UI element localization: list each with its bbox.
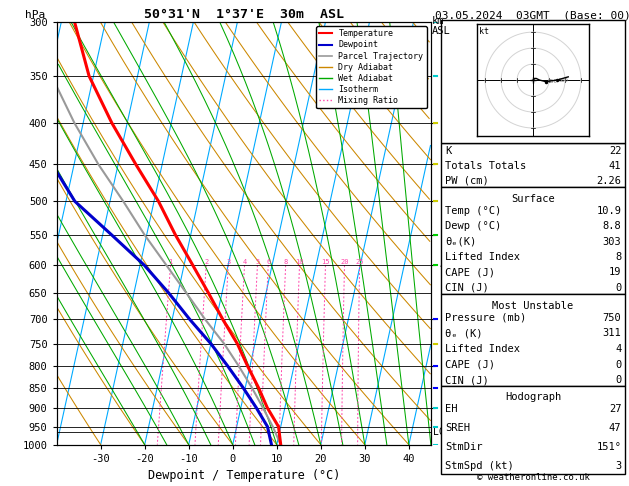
Text: 15: 15 — [321, 260, 330, 265]
Text: 303: 303 — [603, 237, 621, 246]
Text: θₑ (K): θₑ (K) — [445, 329, 482, 338]
Bar — [441, 20, 625, 143]
Text: 25: 25 — [355, 260, 364, 265]
Text: 22: 22 — [609, 146, 621, 156]
Text: Pressure (mb): Pressure (mb) — [445, 313, 526, 323]
Text: 3: 3 — [615, 461, 621, 471]
Bar — [441, 187, 625, 294]
Text: Most Unstable: Most Unstable — [493, 301, 574, 312]
Text: 8: 8 — [284, 260, 287, 265]
Text: 0: 0 — [615, 375, 621, 385]
Text: 19: 19 — [609, 267, 621, 278]
Text: 5: 5 — [255, 260, 260, 265]
Text: SREH: SREH — [445, 423, 470, 433]
Text: θₑ(K): θₑ(K) — [445, 237, 476, 246]
Text: CIN (J): CIN (J) — [445, 283, 489, 293]
Text: Surface: Surface — [511, 194, 555, 205]
Text: 10.9: 10.9 — [596, 206, 621, 216]
Text: Hodograph: Hodograph — [505, 392, 561, 402]
Text: CAPE (J): CAPE (J) — [445, 267, 495, 278]
Legend: Temperature, Dewpoint, Parcel Trajectory, Dry Adiabat, Wet Adiabat, Isotherm, Mi: Temperature, Dewpoint, Parcel Trajectory… — [316, 26, 426, 108]
Text: 6: 6 — [266, 260, 270, 265]
Bar — [441, 386, 625, 474]
Text: 1: 1 — [169, 260, 173, 265]
Text: 4: 4 — [242, 260, 247, 265]
Text: © weatheronline.co.uk: © weatheronline.co.uk — [477, 473, 589, 482]
Text: 27: 27 — [609, 404, 621, 415]
Text: Lifted Index: Lifted Index — [445, 344, 520, 354]
Text: 2.26: 2.26 — [596, 175, 621, 186]
Y-axis label: Mixing Ratio (g/kg): Mixing Ratio (g/kg) — [443, 177, 453, 289]
Text: 3: 3 — [226, 260, 230, 265]
Text: StmSpd (kt): StmSpd (kt) — [445, 461, 514, 471]
Text: km
ASL: km ASL — [432, 16, 451, 35]
Text: 03.05.2024  03GMT  (Base: 00): 03.05.2024 03GMT (Base: 00) — [435, 11, 629, 21]
Text: 0: 0 — [615, 360, 621, 369]
Text: 0: 0 — [615, 283, 621, 293]
Text: 10: 10 — [295, 260, 304, 265]
Title: 50°31'N  1°37'E  30m  ASL: 50°31'N 1°37'E 30m ASL — [144, 8, 343, 21]
Text: 750: 750 — [603, 313, 621, 323]
Text: K: K — [445, 146, 451, 156]
Text: LCL: LCL — [433, 427, 450, 437]
Text: kt: kt — [479, 27, 489, 36]
Text: 500: 500 — [559, 78, 569, 83]
Text: hPa: hPa — [25, 10, 45, 20]
Text: 850: 850 — [547, 79, 557, 84]
Text: 311: 311 — [603, 329, 621, 338]
Bar — [441, 294, 625, 386]
Text: EH: EH — [445, 404, 457, 415]
Text: Temp (°C): Temp (°C) — [445, 206, 501, 216]
Text: 8: 8 — [615, 252, 621, 262]
Text: PW (cm): PW (cm) — [445, 175, 489, 186]
Text: 4: 4 — [615, 344, 621, 354]
Text: 8.8: 8.8 — [603, 221, 621, 231]
Text: Totals Totals: Totals Totals — [445, 161, 526, 171]
Text: 20: 20 — [340, 260, 348, 265]
Text: CAPE (J): CAPE (J) — [445, 360, 495, 369]
Bar — [441, 143, 625, 187]
Text: Lifted Index: Lifted Index — [445, 252, 520, 262]
Text: Dewp (°C): Dewp (°C) — [445, 221, 501, 231]
Text: CIN (J): CIN (J) — [445, 375, 489, 385]
Text: 151°: 151° — [596, 442, 621, 452]
Text: StmDir: StmDir — [445, 442, 482, 452]
X-axis label: Dewpoint / Temperature (°C): Dewpoint / Temperature (°C) — [148, 469, 340, 482]
Text: 2: 2 — [204, 260, 208, 265]
Text: 47: 47 — [609, 423, 621, 433]
Text: 41: 41 — [609, 161, 621, 171]
